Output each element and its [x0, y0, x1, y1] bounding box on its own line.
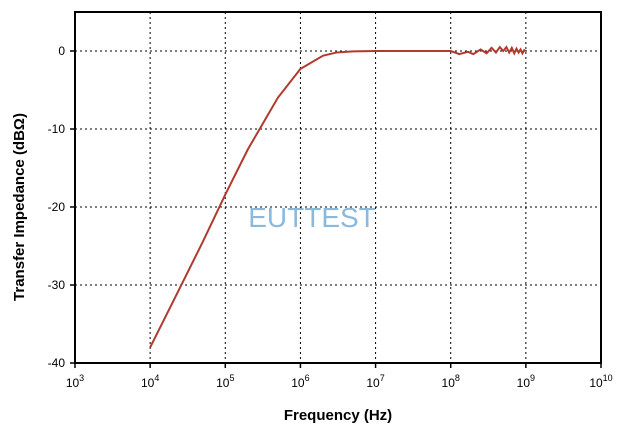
x-tick-label: 103	[66, 373, 84, 390]
grid-layer	[75, 12, 601, 363]
y-tick-label: 0	[58, 44, 65, 58]
x-tick-label: 108	[442, 373, 460, 390]
x-axis-ticks: 103 104 105 106 107 108 109 1010	[66, 363, 613, 390]
watermark: EUTTEST	[248, 202, 376, 233]
x-tick-label: 1010	[589, 373, 612, 390]
x-tick-label: 109	[517, 373, 535, 390]
series-line	[149, 45, 527, 348]
plot-frame	[74, 11, 602, 364]
y-tick-label: -10	[48, 122, 66, 136]
x-tick-label: 104	[141, 373, 159, 390]
x-tick-label: 107	[366, 373, 384, 390]
y-axis-label: Transfer Impedance (dBΩ)	[11, 113, 28, 301]
x-tick-label: 105	[216, 373, 234, 390]
x-axis-label: Frequency (Hz)	[284, 407, 392, 424]
y-tick-label: -30	[48, 278, 66, 292]
y-axis-ticks: 0 -10 -20 -30 -40	[48, 44, 75, 370]
x-tick-label: 106	[291, 373, 309, 390]
y-tick-label: -40	[48, 356, 66, 370]
y-tick-label: -20	[48, 200, 66, 214]
